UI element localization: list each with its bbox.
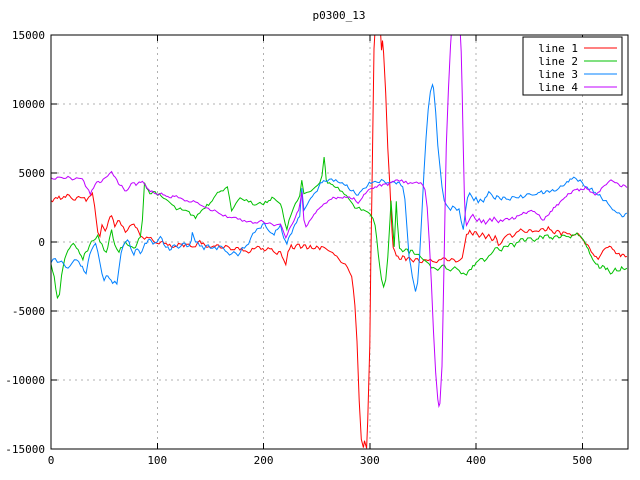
legend-label: line 2 — [538, 55, 578, 68]
y-axis-tick-label: 10000 — [12, 98, 45, 111]
x-axis-tick-label: 500 — [572, 454, 592, 467]
x-axis-tick-label: 400 — [466, 454, 486, 467]
y-axis-tick-label: 0 — [38, 236, 45, 249]
x-axis-tick-label: 200 — [254, 454, 274, 467]
y-axis-tick-label: -15000 — [5, 443, 45, 456]
legend-label: line 1 — [538, 42, 578, 55]
x-axis-tick-label: 100 — [147, 454, 167, 467]
legend-box — [522, 36, 623, 96]
axis-labels: -15000 -10000 -5000 0 5000 10000 15000 0 100 200 3… — [5, 29, 592, 467]
series-line-1 — [51, 35, 627, 449]
plot-frame — [50, 34, 629, 450]
data-series — [51, 35, 628, 449]
series-line-2 — [51, 157, 628, 300]
y-axis-tick-label: -5000 — [12, 305, 45, 318]
legend-label: line 4 — [538, 81, 578, 94]
y-axis-tick-label: 15000 — [12, 29, 45, 42]
x-axis-tick-label: 0 — [48, 454, 55, 467]
x-axis-tick-label: 300 — [360, 454, 380, 467]
chart-title: p0300_13 — [313, 9, 366, 22]
y-axis-tick-label: -10000 — [5, 374, 45, 387]
legend-label: line 3 — [538, 68, 578, 81]
y-axis-tick-label: 5000 — [19, 167, 46, 180]
series-line-4 — [51, 35, 628, 409]
series-line-3 — [51, 82, 628, 292]
